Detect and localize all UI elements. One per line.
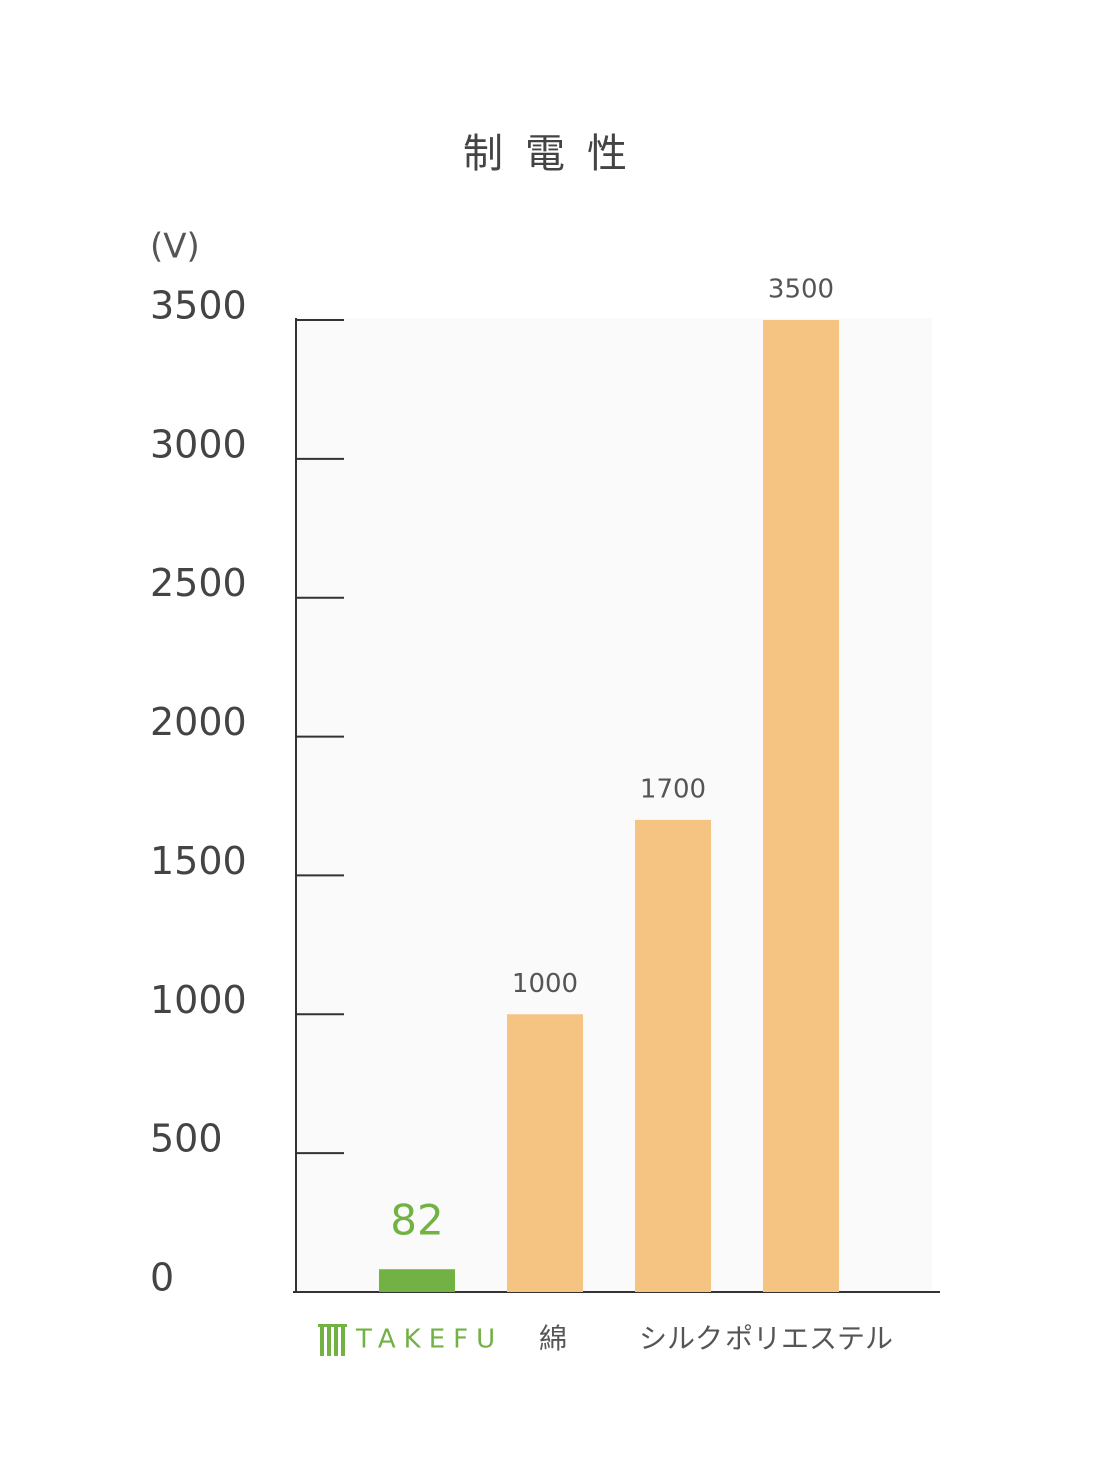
value-label: 1700 (640, 774, 706, 804)
y-tick-label: 2000 (150, 700, 247, 744)
y-tick-label: 1500 (150, 839, 247, 883)
x-tick-label: TAKEFU (355, 1325, 503, 1355)
y-tick-label: 3500 (150, 284, 247, 328)
bar (635, 819, 711, 1292)
y-tick-label: 3000 (150, 422, 247, 466)
bar (763, 320, 839, 1292)
chart-title: 制電性 (463, 131, 649, 177)
value-label: 3500 (768, 275, 834, 305)
x-tick-label: 綿 (539, 1322, 567, 1355)
y-axis-label: (V) (150, 227, 200, 267)
bar (507, 1014, 583, 1292)
x-tick-label: ポリエステル (725, 1322, 893, 1355)
bar (379, 1269, 455, 1292)
y-tick-label: 500 (150, 1117, 223, 1161)
takefu-logo (318, 1324, 347, 1356)
y-tick-label: 1000 (150, 978, 247, 1022)
value-label: 82 (390, 1196, 443, 1245)
x-tick-label: シルク (639, 1322, 723, 1355)
value-label: 1000 (512, 969, 578, 999)
y-tick-label: 0 (150, 1256, 174, 1300)
y-tick-label: 2500 (150, 561, 247, 605)
